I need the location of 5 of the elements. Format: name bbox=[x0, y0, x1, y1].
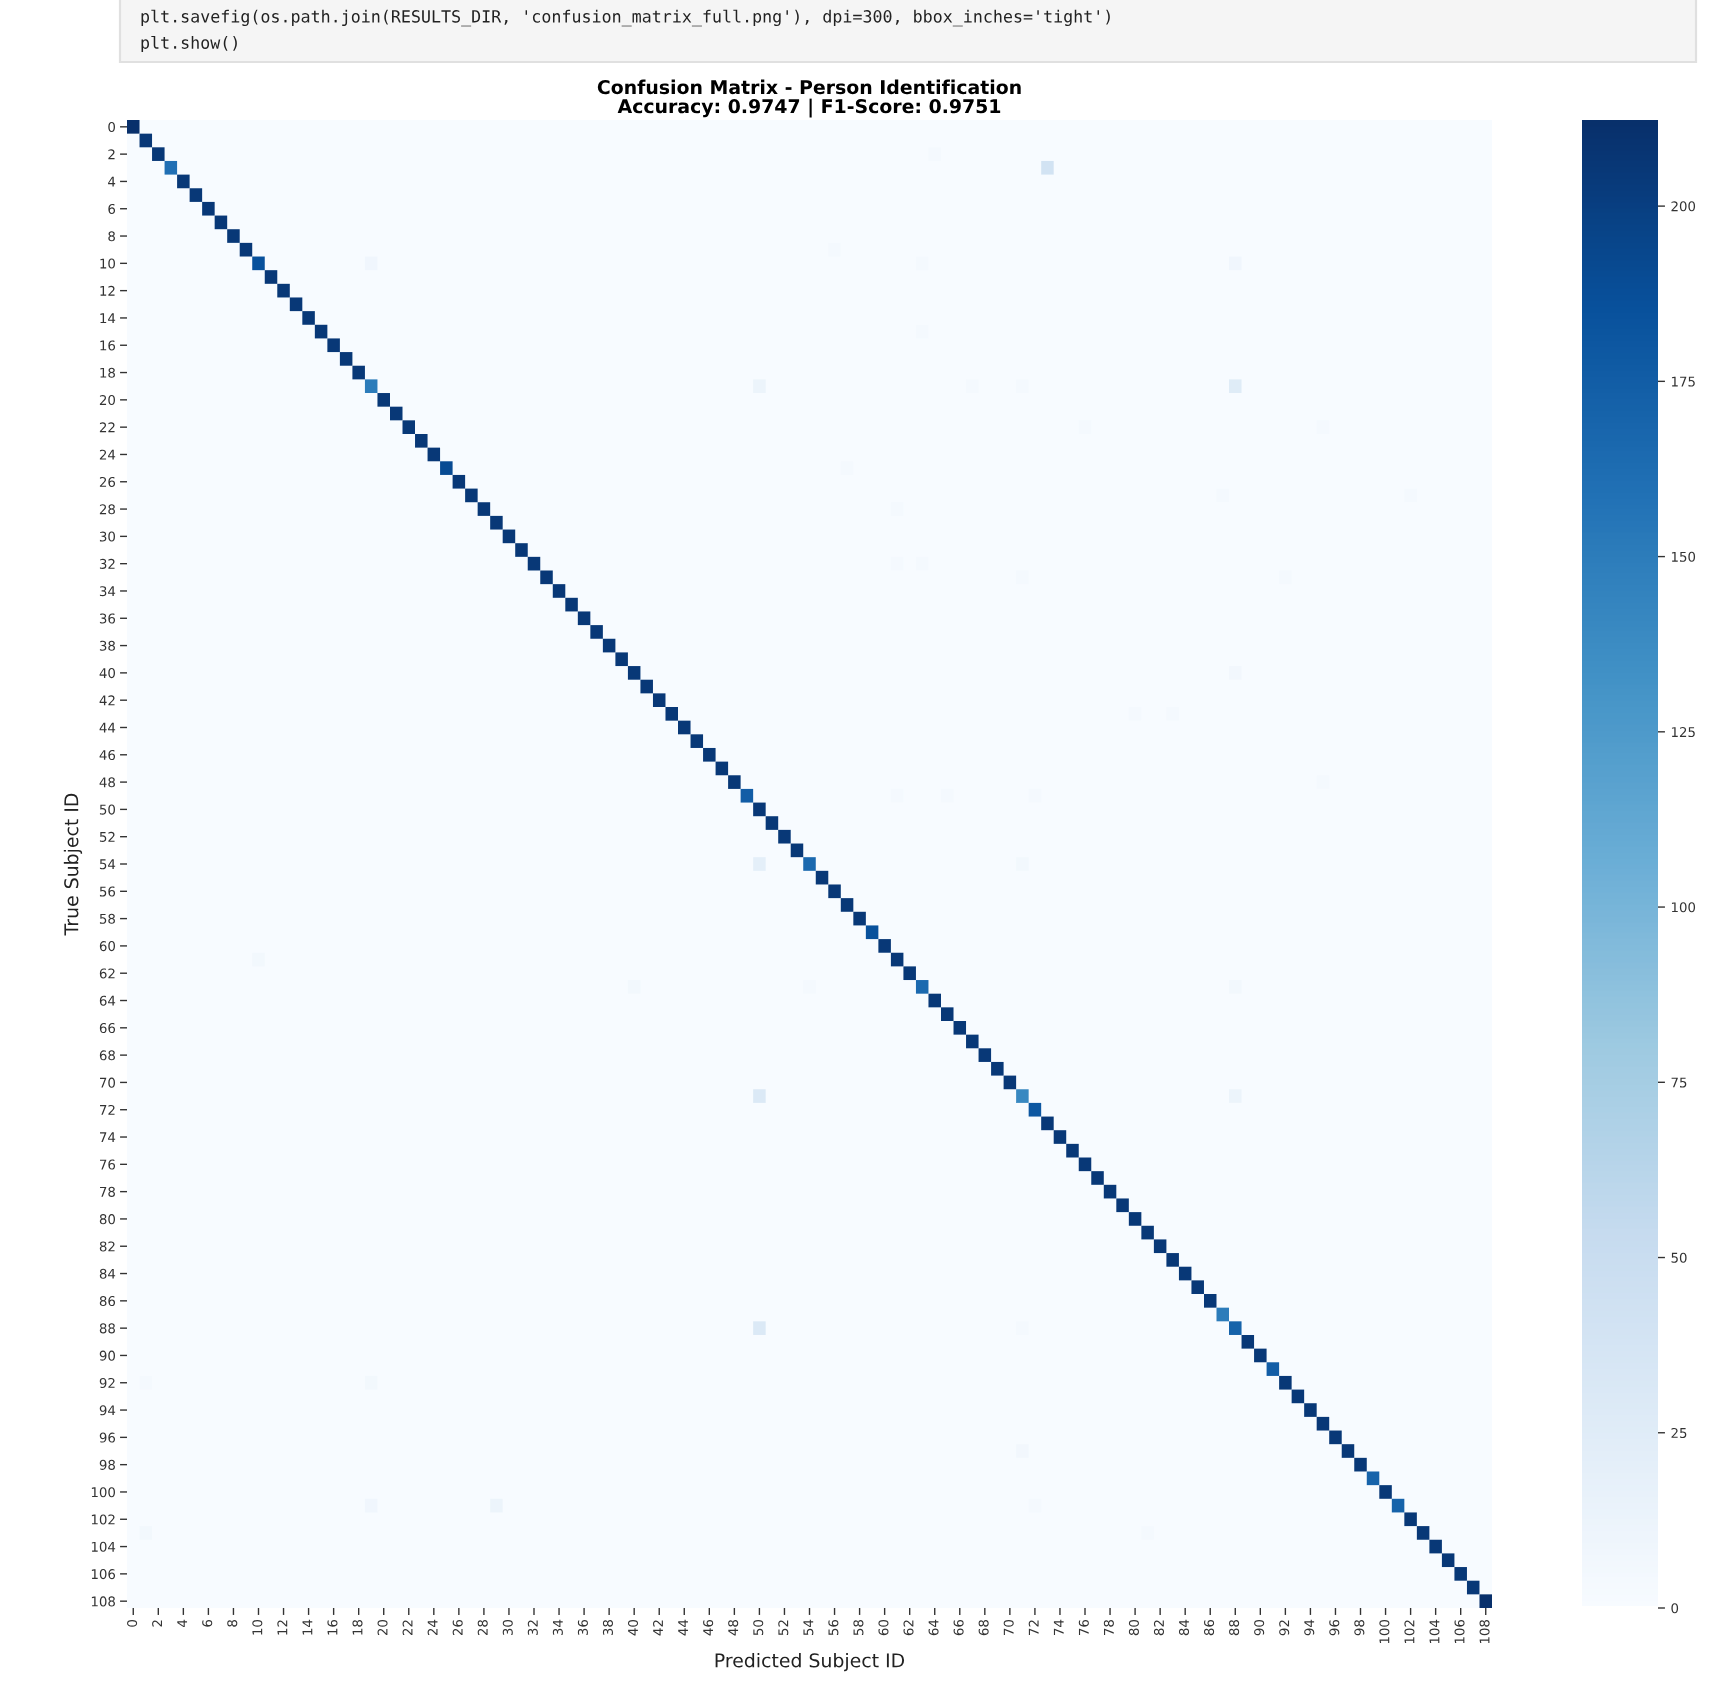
chart-title: Confusion Matrix - Person Identification Accuracy: 0.9747 | F1-Score: 0.9751 bbox=[597, 79, 1021, 118]
text: plt.show() bbox=[141, 35, 237, 53]
y-axis-title: True Subject ID bbox=[63, 793, 83, 936]
text: plt.savefig(os.path.join(RESULTS_DIR, 'confusion_matrix_full.png'), dpi=300, bbox_inches='tight') bbox=[141, 9, 1110, 27]
x-axis-title: Predicted Subject ID bbox=[715, 1652, 905, 1672]
